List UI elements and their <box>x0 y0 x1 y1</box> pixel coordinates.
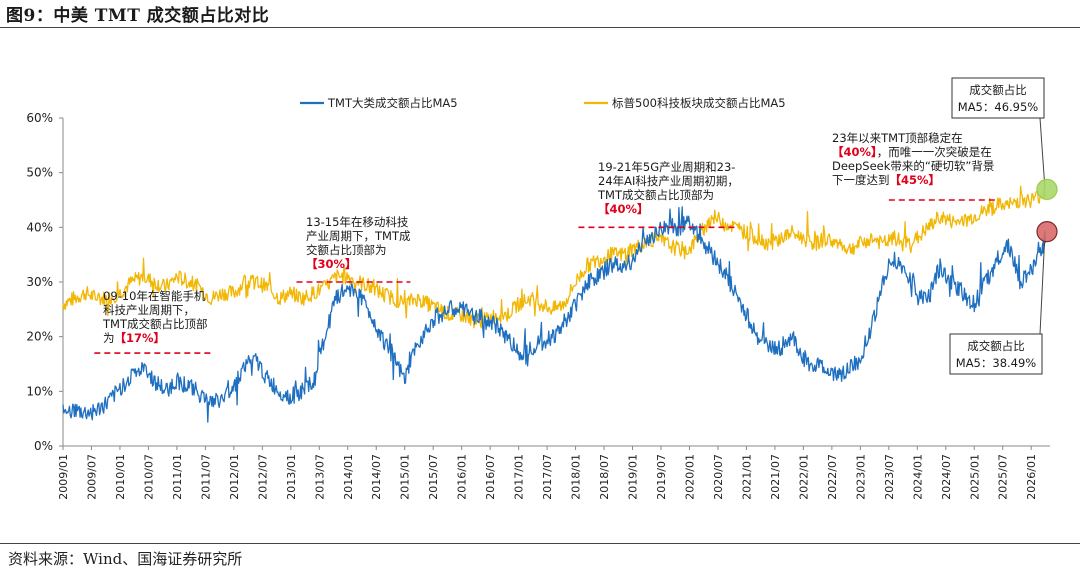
x-tick-label: 2015/07 <box>427 454 440 500</box>
chart-axes: 0% 10% 20% 30% 40% 50% 60% 2009/01 2009/07 2010/0… <box>26 111 1050 500</box>
x-tick-label: 2016/07 <box>484 454 497 500</box>
callout-box <box>951 77 1045 119</box>
legend-label: TMT大类成交额占比MA5 <box>327 96 458 110</box>
x-tick-label: 2013/07 <box>313 454 326 500</box>
annotation-text: 【40%】，而唯一一次突破是在 <box>832 145 992 159</box>
annotation-text: DeepSeek带来的“硬切软”背景 <box>832 159 994 173</box>
x-tick-label: 2023/01 <box>854 454 867 500</box>
chart-series <box>62 185 1047 423</box>
x-tick-label: 2023/07 <box>883 454 896 500</box>
y-tick-label: 30% <box>26 275 53 289</box>
x-tick-label: 2010/01 <box>114 454 127 500</box>
callout-box <box>949 333 1043 375</box>
x-tick-label: 2016/01 <box>456 454 469 500</box>
annotation-text: 为【17%】 <box>103 331 165 345</box>
x-tick-label: 2018/07 <box>598 454 611 500</box>
annotation-text: 【40%】 <box>598 202 649 216</box>
callout-value: MA5：46.95% <box>958 100 1039 114</box>
y-tick-label: 40% <box>26 220 53 234</box>
x-tick-label: 2019/07 <box>655 454 668 500</box>
x-tick-label: 2026/01 <box>1025 454 1038 500</box>
callout-leader <box>1039 231 1046 335</box>
x-tick-label: 2009/07 <box>85 454 98 500</box>
x-tick-label: 2013/01 <box>285 454 298 500</box>
annotation-text: 19-21年5G产业周期和23- <box>598 160 735 174</box>
callout-value: MA5：38.49% <box>956 356 1037 370</box>
end-point-marker <box>1036 178 1058 200</box>
annotation-text: 24年AI科技产业周期初期， <box>598 174 739 188</box>
bottom-divider <box>0 543 1080 544</box>
x-tick-label: 2009/01 <box>57 454 70 500</box>
y-tick-label: 0% <box>34 439 53 453</box>
y-tick-label: 60% <box>26 111 53 125</box>
x-tick-label: 2017/01 <box>513 454 526 500</box>
x-tick-label: 2017/07 <box>541 454 554 500</box>
x-tick-label: 2018/01 <box>570 454 583 500</box>
x-tick-label: 2012/07 <box>256 454 269 500</box>
x-tick-label: 2019/01 <box>627 454 640 500</box>
source-note: 资料来源：Wind、国海证券研究所 <box>8 550 243 568</box>
y-tick-label: 10% <box>26 384 53 398</box>
x-tick-label: 2011/07 <box>199 454 212 500</box>
figure-title: 图9：中美 TMT 成交额占比对比 <box>6 6 270 26</box>
tmt-series-line <box>62 206 1047 423</box>
annotation-text: 13-15年在移动科技 <box>306 215 409 229</box>
x-tick-label: 2024/07 <box>940 454 953 500</box>
x-tick-label: 2020/07 <box>712 454 725 500</box>
x-tick-label: 2025/07 <box>997 454 1010 500</box>
annotation-text: TMT成交额占比顶部 <box>102 317 207 331</box>
x-tick-label: 2012/01 <box>228 454 241 500</box>
annotation-text: 【30%】 <box>306 257 357 271</box>
x-tick-label: 2015/01 <box>399 454 412 500</box>
annotation-highlight: 【40%】 <box>832 145 877 159</box>
y-tick-label: 50% <box>26 166 53 180</box>
x-tick-label: 2024/01 <box>911 454 924 500</box>
annotation-text: 交额占比顶部为 <box>306 243 387 257</box>
x-tick-label: 2011/01 <box>171 454 184 500</box>
callout-leader <box>1039 117 1046 190</box>
annotation-highlight: 【45%】 <box>890 173 941 187</box>
callout-label: 成交额占比 <box>969 83 1027 97</box>
annotation-highlight: 【30%】 <box>306 257 357 271</box>
x-tick-label: 2020/01 <box>683 454 696 500</box>
end-point-marker <box>1036 220 1058 243</box>
sp500-tech-series-line <box>62 185 1047 329</box>
x-tick-label: 2021/01 <box>740 454 753 500</box>
x-tick-label: 2022/07 <box>826 454 839 500</box>
annotation-text: 产业周期下，TMT成 <box>306 229 411 243</box>
chart-legend: TMT大类成交额占比MA5 标普500科技板块成交额占比MA5 <box>300 96 786 110</box>
top-divider <box>0 27 1080 28</box>
annotation-highlight: 【17%】 <box>115 331 166 345</box>
x-tick-label: 2025/01 <box>968 454 981 500</box>
annotation-text: 科技产业周期下， <box>103 303 195 317</box>
annotation-text: 23年以来TMT顶部稳定在 <box>832 131 963 145</box>
y-tick-label: 20% <box>26 330 53 344</box>
callout-label: 成交额占比 <box>967 339 1025 353</box>
annotation-text: 下一度达到【45%】 <box>832 173 940 187</box>
x-tick-label: 2014/07 <box>370 454 383 500</box>
annotation-highlight: 【40%】 <box>598 202 649 216</box>
annotation-text: TMT成交额占比顶部为 <box>597 188 714 202</box>
annotation-text: 09-10年在智能手机 <box>103 289 206 303</box>
x-tick-label: 2010/07 <box>142 454 155 500</box>
x-tick-label: 2014/01 <box>342 454 355 500</box>
x-tick-label: 2021/07 <box>769 454 782 500</box>
legend-label: 标普500科技板块成交额占比MA5 <box>612 96 786 110</box>
x-tick-label: 2022/01 <box>797 454 810 500</box>
chart-annotations: 09-10年在智能手机科技产业周期下，TMT成交额占比顶部为【17%】13-15… <box>94 77 1058 375</box>
